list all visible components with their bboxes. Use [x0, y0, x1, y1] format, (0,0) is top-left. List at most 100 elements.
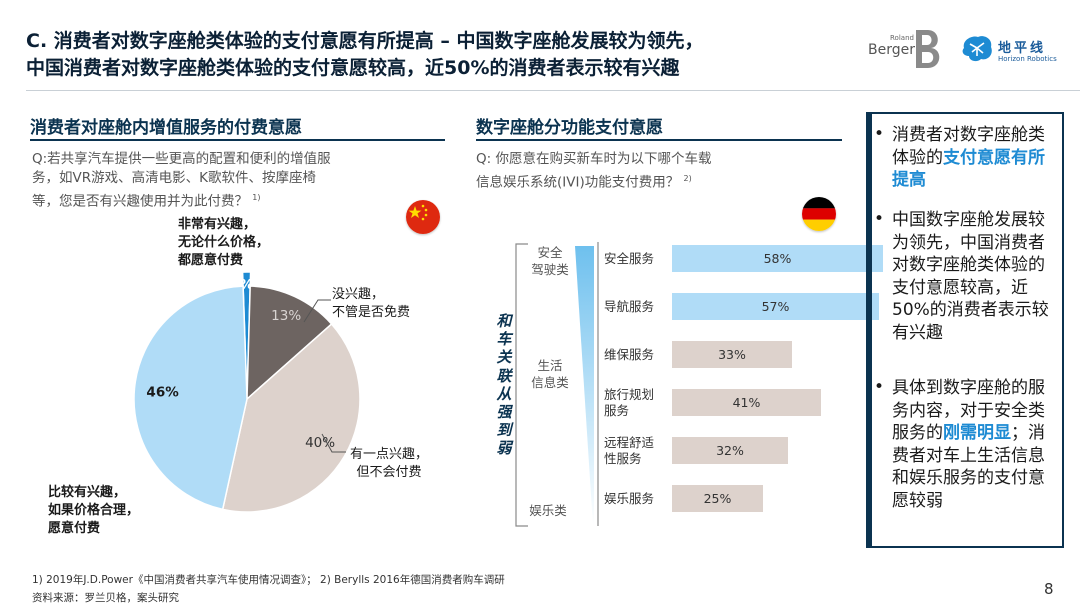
bar-row-label-remote-comfort-line-1: 远程舒适 [604, 435, 655, 450]
summary-bullet-2-dot: • [874, 209, 885, 229]
source-note: 资料来源：罗兰贝格，案头研究 [32, 592, 179, 604]
bar-row-label-navigation-line-1: 导航服务 [604, 299, 655, 314]
group-label-entertainment: 娱乐类 [524, 502, 572, 519]
group-label-safety: 安全 驾驶类 [528, 244, 572, 278]
right-question-line-1: Q: 你愿意在购买新车时为以下哪个车载 [476, 151, 712, 167]
pie-value-not-interested: 13% [271, 308, 301, 324]
bar-value-entertainment: 25% [703, 491, 732, 506]
group-label-safety-line-2: 驾驶类 [531, 262, 569, 277]
horizon-robotics-logo: 地平线 Horizon Robotics [960, 34, 1060, 68]
group-label-entertainment-line-1: 娱乐类 [529, 503, 567, 518]
pie-label-very-interested: 非常有兴趣， 无论什么价格， 都愿意付费 [178, 216, 269, 270]
horizon-logo-en: Horizon Robotics [998, 55, 1057, 63]
pie-slice-slightly-interested [221, 322, 361, 513]
summary-bullet-1-highlight: 支付意愿有所提高 [892, 147, 1045, 191]
pie-label-very-interested-line-1: 非常有兴趣， [178, 217, 257, 232]
horizon-brain-icon [962, 36, 992, 62]
roland-berger-b-icon [916, 30, 940, 68]
left-question: Q:若共享汽车提供一些更高的配置和便利的增值服 务，如VR游戏、高清电影、K歌软… [32, 150, 452, 212]
summary-bullet-1: 消费者对数字座舱类体验的支付意愿有所提高 [892, 124, 1052, 192]
right-question-footnote-mark: 2) [683, 174, 692, 183]
bar-navigation [672, 293, 879, 320]
bar-value-navigation: 57% [761, 299, 790, 314]
bar-row-label-safety-service-line-1: 安全服务 [604, 251, 655, 266]
summary-bullet-3: 具体到数字座舱的服务内容，对于安全类服务的刚需明显；消费者对车上生活信息和娱乐服… [892, 377, 1052, 512]
pie-label-fairly-interested-line-2: 如果价格合理， [48, 503, 140, 518]
bar-value-travel-planning: 41% [732, 395, 761, 410]
pie-label-very-interested-line-3: 都愿意付费 [178, 253, 244, 268]
pie-leader-not-interested [303, 299, 331, 323]
bar-row-label-remote-comfort-line-2: 性服务 [604, 451, 642, 466]
pie-label-fairly-interested: 比较有兴趣， 如果价格合理， 愿意付费 [48, 484, 139, 538]
right-question-line-2-text: 信息娱乐系统(IVI)功能支付费用？ [476, 174, 680, 191]
pie-slice-fairly-interested [133, 285, 248, 511]
china-flag-icon [406, 200, 440, 234]
pie-label-slightly-interested-line-2: 但不会付费 [356, 465, 422, 480]
pie-label-very-interested-line-2: 无论什么价格， [178, 235, 270, 250]
pie-label-slightly-interested-line-1: 有一点兴趣， [350, 447, 429, 462]
pie-label-slightly-interested: 有一点兴趣， 但不会付费 [350, 446, 428, 482]
bar-row-label-maintenance: 维保服务 [604, 347, 654, 363]
group-label-life-info: 生活 信息类 [528, 357, 572, 391]
page-title-line-2: 中国消费者对数字座舱类体验的支付意愿较高，近50%的消费者表示较有兴趣 [26, 57, 680, 79]
bar-value-maintenance: 33% [718, 347, 746, 362]
bar-row-label-remote-comfort: 远程舒适 性服务 [604, 435, 654, 467]
page-number: 8 [1044, 580, 1054, 598]
bar-row-label-maintenance-line-1: 维保服务 [604, 347, 655, 362]
right-question: Q: 你愿意在购买新车时为以下哪个车载 信息娱乐系统(IVI)功能支付费用？ 2… [476, 150, 836, 193]
left-question-line-3-text: 等，您是否有兴趣使用并为此付费？ [32, 193, 248, 210]
roland-berger-logo: Roland Berger [868, 30, 946, 70]
summary-box-accent [866, 112, 872, 548]
summary-bullet-2: 中国数字座舱发展较为领先，中国消费者对数字座舱类体验的支付意愿较高，近50%的消… [892, 210, 1049, 343]
left-section-title: 消费者对座舱内增值服务的付费意愿 [30, 118, 302, 138]
pie-slice-very-interested [241, 271, 252, 400]
left-question-line-2: 务，如VR游戏、高清电影、K歌软件、按摩座椅 [32, 170, 316, 186]
left-question-footnote-mark: 1) [252, 193, 261, 202]
right-section-underline [476, 139, 842, 141]
left-question-line-3: 等，您是否有兴趣使用并为此付费？ 1) [32, 188, 452, 212]
bar-row-label-travel-planning: 旅行规划 服务 [604, 387, 654, 419]
bar-row-label-entertainment: 娱乐服务 [604, 491, 654, 507]
summary-bullet-3-text: 具体到数字座舱的服务内容，对于安全类服务的 [892, 378, 1045, 443]
pie-label-fairly-interested-line-1: 比较有兴趣， [48, 485, 127, 500]
pie-label-not-interested-line-1: 没兴趣， [332, 287, 385, 302]
left-question-line-1: Q:若共享汽车提供一些更高的配置和便利的增值服 [32, 151, 331, 167]
right-section-title: 数字座舱分功能支付意愿 [476, 118, 663, 138]
page-title: C. 消费者对数字座舱类体验的支付意愿有所提高 – 中国数字座舱发展较为领先， … [26, 28, 846, 82]
bar-row-label-travel-planning-line-1: 旅行规划 [604, 387, 655, 402]
summary-bullet-3-highlight: 刚需明显 [943, 423, 1011, 443]
bar-remote-comfort [672, 437, 788, 464]
pie-value-fairly-interested: 46% [146, 384, 179, 400]
summary-bullet-3-dot: • [874, 377, 885, 397]
summary-bullet-1-dot: • [874, 124, 885, 144]
group-label-life-info-line-2: 信息类 [531, 375, 569, 390]
left-section-underline [30, 139, 445, 141]
footnote: 1) 2019年J.D.Power《中国消费者共享汽车使用情况调查》； 2) B… [32, 574, 505, 586]
summary-bullet-3-text-end: ；消费者对车上生活信息和娱乐服务的支付意愿较弱 [892, 423, 1045, 511]
group-label-safety-line-1: 安全 [537, 245, 563, 260]
right-question-line-2: 信息娱乐系统(IVI)功能支付费用？ 2) [476, 169, 836, 193]
bar-safety-service [672, 245, 883, 272]
roland-berger-logo-small: Roland [890, 34, 914, 42]
page-title-line-1: C. 消费者对数字座舱类体验的支付意愿有所提高 – 中国数字座舱发展较为领先， [26, 30, 704, 52]
bar-row-label-entertainment-line-1: 娱乐服务 [604, 491, 655, 506]
group-label-life-info-line-1: 生活 [537, 358, 563, 373]
bar-value-safety-service: 58% [763, 251, 792, 266]
horizon-logo-cn: 地平线 [998, 41, 1047, 56]
germany-flag-icon [802, 197, 836, 231]
pie-leader-slightly-interested [321, 433, 346, 453]
bar-travel-planning [672, 389, 821, 416]
pie-label-not-interested-line-2: 不管是否免费 [332, 305, 411, 320]
bar-row-label-travel-planning-line-2: 服务 [604, 403, 630, 418]
roland-berger-logo-text: Berger [868, 42, 915, 58]
header-divider [26, 90, 1080, 91]
pie-label-fairly-interested-line-3: 愿意付费 [48, 521, 101, 536]
relevance-axis-label: 和车关联从强到弱 [496, 312, 512, 458]
bar-row-label-safety-service: 安全服务 [604, 251, 654, 267]
bar-value-remote-comfort: 32% [716, 443, 744, 458]
bar-maintenance [672, 341, 792, 368]
bar-row-label-navigation: 导航服务 [604, 299, 654, 315]
bar-entertainment [672, 485, 763, 512]
pie-label-not-interested: 没兴趣， 不管是否免费 [332, 286, 410, 322]
